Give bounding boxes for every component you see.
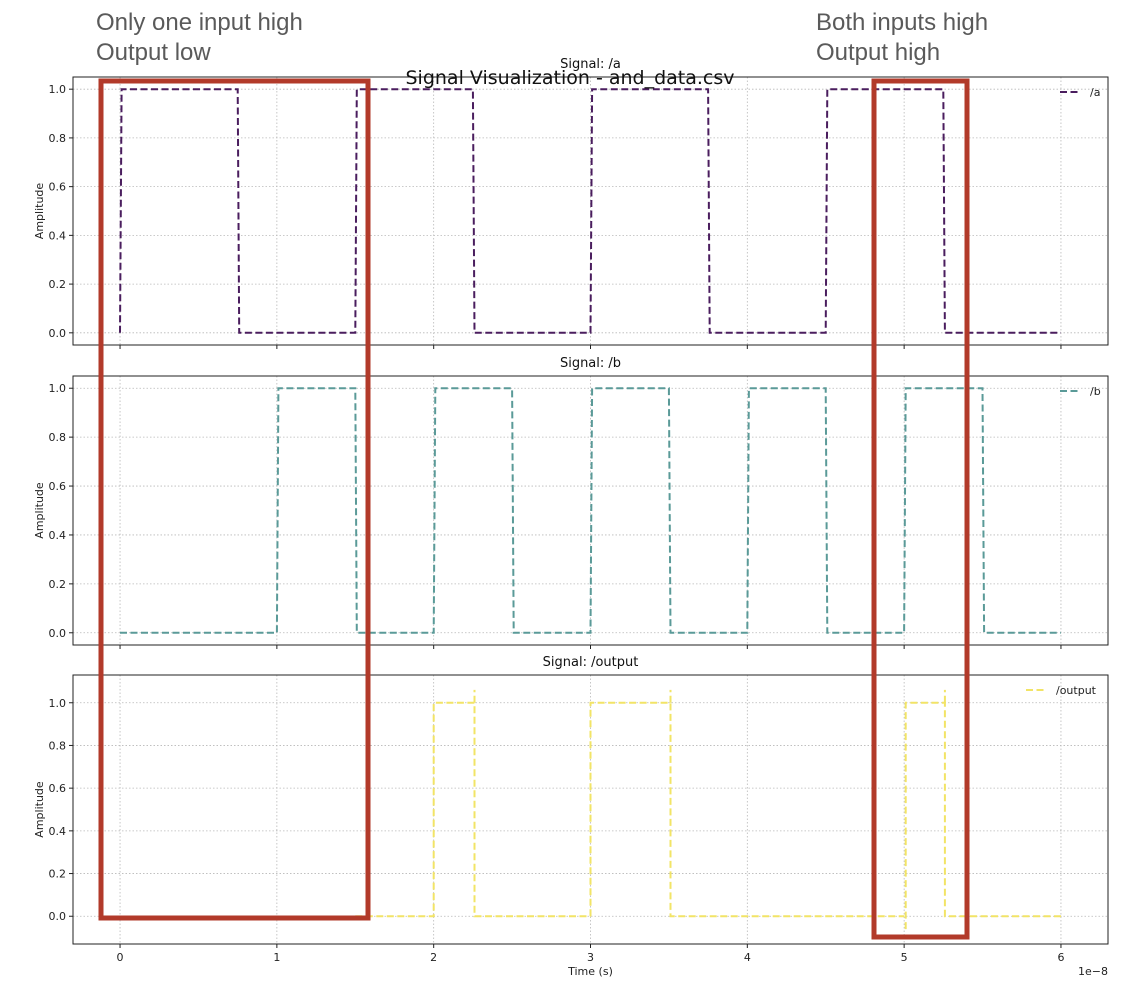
- figure-title: Signal Visualization - and_data.csv: [405, 67, 735, 89]
- y-tick-label: 0.6: [49, 181, 67, 194]
- subplot-2: 0.0 0.2 0.4 0.6 0.8 1.0 Signal: /b Amplitude/b: [33, 356, 1109, 649]
- annotation-right-line1: Both inputs high: [816, 9, 989, 36]
- y-tick-label: 0.8: [49, 132, 67, 145]
- annotation-left: Only one input high Output low: [96, 8, 303, 68]
- y-tick-label: 0.6: [49, 782, 67, 795]
- y-tick-label: 1.0: [49, 83, 67, 96]
- y-tick-label: 1.0: [49, 382, 67, 395]
- x-tick-label: 6: [1057, 951, 1064, 964]
- y-axis-label: Amplitude: [33, 482, 46, 539]
- y-tick-label: 0.8: [49, 431, 67, 444]
- series-line-output: [904, 701, 1061, 930]
- annotation-right: Both inputs high Output high: [816, 8, 988, 68]
- y-tick-label: 0.4: [49, 825, 67, 838]
- legend-label: /output: [1056, 684, 1097, 697]
- y-tick-label: 0.4: [49, 529, 67, 542]
- series-line-output: [589, 701, 905, 918]
- x-axis-label: Time (s): [567, 965, 613, 978]
- y-axis-label: Amplitude: [33, 183, 46, 240]
- y-tick-label: 0.6: [49, 480, 67, 493]
- legend-label: /a: [1090, 86, 1100, 99]
- y-axis-label: Amplitude: [33, 781, 46, 838]
- series-line-output: [355, 701, 591, 918]
- series-line-a: [119, 88, 1061, 334]
- y-tick-label: 0.4: [49, 229, 67, 242]
- subplot-title: Signal: /a: [560, 57, 621, 72]
- y-tick-label: 0.2: [49, 578, 67, 591]
- subplot-1: 0.0 0.2 0.4 0.6 0.8 1.0 Signal: /a Amplitude/a: [33, 57, 1109, 349]
- x-tick-label: 4: [744, 951, 751, 964]
- highlight-box-right: [871, 78, 970, 940]
- highlight-box-left: [98, 78, 371, 921]
- y-tick-label: 0.0: [49, 910, 67, 923]
- legend-label: /b: [1090, 385, 1101, 398]
- subplot-title: Signal: /b: [560, 356, 621, 371]
- x-tick-label: 2: [430, 951, 437, 964]
- series-line-b: [120, 387, 1061, 634]
- x-axis-multiplier: 1e−8: [1078, 965, 1108, 978]
- annotation-left-line1: Only one input high: [96, 9, 303, 36]
- annotation-left-line2: Output low: [96, 39, 211, 66]
- x-tick-label: 3: [587, 951, 594, 964]
- y-tick-label: 0.2: [49, 278, 67, 291]
- annotation-right-line2: Output high: [816, 39, 941, 66]
- x-tick-label: 5: [901, 951, 908, 964]
- x-tick-label: 1: [273, 951, 280, 964]
- x-tick-label: 0: [117, 951, 124, 964]
- subplot-title: Signal: /output: [543, 655, 639, 670]
- y-tick-label: 0.0: [49, 327, 67, 340]
- y-tick-label: 0.8: [49, 739, 67, 752]
- y-tick-label: 0.2: [49, 868, 67, 881]
- y-tick-label: 1.0: [49, 697, 67, 710]
- subplot-3: 0 1 2 3 4 5 6 0.0 0.2 0.4 0.6 0.8 1.0 Signal: /output…: [33, 655, 1109, 978]
- y-tick-label: 0.0: [49, 627, 67, 640]
